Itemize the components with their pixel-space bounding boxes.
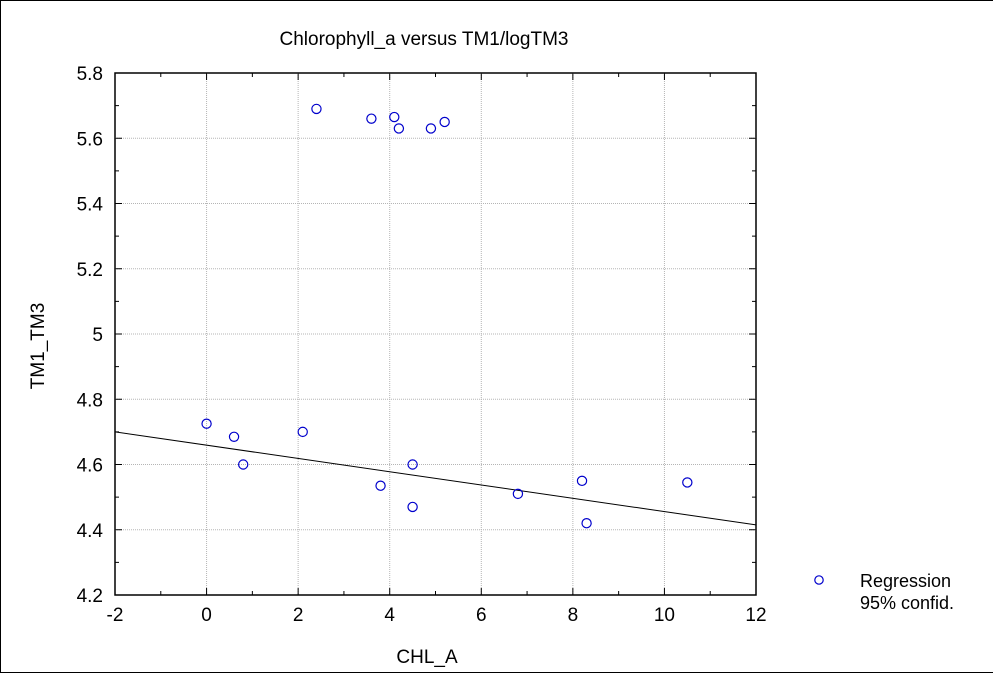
tick-marks — [114, 72, 757, 596]
x-tick-label: 4 — [384, 605, 395, 626]
data-point — [389, 111, 400, 123]
y-tick-label: 4.4 — [77, 521, 104, 542]
y-axis-title: TM1_TM3 — [28, 303, 49, 390]
y-tick-label: 5 — [92, 325, 103, 346]
x-tick-labels: -2 0 2 4 6 8 10 12 — [107, 605, 767, 626]
data-point — [311, 103, 322, 115]
data-point — [375, 480, 386, 491]
y-tick-label: 5.6 — [77, 129, 103, 150]
data-point — [393, 123, 405, 134]
data-point — [512, 488, 524, 500]
x-tick-label: 8 — [568, 605, 579, 626]
x-axis-title: CHL_A — [396, 647, 458, 668]
x-tick-label: 0 — [201, 605, 212, 626]
data-point — [581, 518, 592, 529]
y-tick-label: 5.8 — [77, 64, 103, 85]
y-tick-label: 5.4 — [77, 195, 104, 216]
regression-line — [114, 431, 757, 526]
x-tick-label: -2 — [107, 605, 124, 626]
data-point — [407, 459, 418, 470]
x-tick-label: 10 — [654, 605, 675, 626]
y-tick-label: 4.8 — [77, 390, 103, 411]
data-point — [228, 431, 240, 442]
x-tick-label: 12 — [745, 605, 766, 626]
x-tick-label: 2 — [293, 605, 304, 626]
legend-label-regression: Regression — [860, 571, 951, 591]
y-tick-label: 4.2 — [77, 586, 103, 607]
legend-label-confid: 95% confid. — [860, 593, 954, 613]
data-point — [425, 123, 437, 134]
y-tick-labels: 4.2 4.4 4.6 4.8 5 5.2 5.4 5.6 5.8 — [77, 64, 104, 607]
data-point — [237, 459, 249, 470]
data-point — [407, 501, 418, 513]
data-point — [366, 113, 377, 124]
data-point — [682, 477, 693, 488]
y-tick-label: 5.2 — [77, 260, 103, 281]
legend-marker-regression — [814, 575, 824, 585]
chart-title: Chlorophyll_a versus TM1/logTM3 — [280, 29, 569, 50]
data-point — [576, 475, 588, 487]
x-tick-label: 6 — [476, 605, 487, 626]
data-points — [201, 103, 693, 529]
grid-lines — [115, 73, 756, 595]
data-point — [201, 418, 212, 429]
data-point — [297, 426, 308, 438]
y-tick-label: 4.6 — [77, 456, 103, 477]
data-point — [439, 116, 450, 128]
